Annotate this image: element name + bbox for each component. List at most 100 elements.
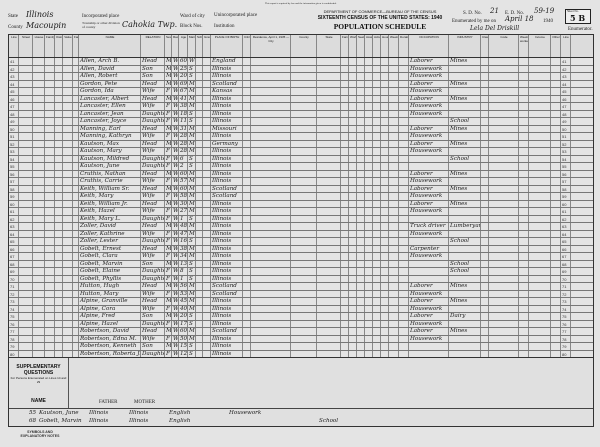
empty-cell xyxy=(243,215,251,222)
block-label: Block Nos. xyxy=(180,24,203,29)
empty-cell xyxy=(203,335,211,342)
supplementary-name: Kautson, June xyxy=(39,410,79,416)
empty-cell xyxy=(55,103,63,110)
empty-cell xyxy=(73,253,79,260)
empty-cell xyxy=(291,350,317,357)
table-row: 72 Hutton, Mary Wife F W 53 M Scotland Housework… xyxy=(9,290,593,298)
empty-cell xyxy=(349,58,357,65)
birthplace: Illinois xyxy=(211,73,243,80)
relationship: Wife xyxy=(141,230,165,237)
empty-cell xyxy=(489,290,519,297)
empty-cell xyxy=(381,65,389,72)
empty-cell xyxy=(251,58,291,65)
empty-cell xyxy=(373,200,381,207)
empty-cell xyxy=(357,335,365,342)
empty-cell xyxy=(481,125,489,132)
empty-cell xyxy=(519,260,529,267)
empty-cell xyxy=(489,88,519,95)
age: 38 xyxy=(180,103,188,110)
table-row: 67 Gobelt, Clara Wife F W 34 M Illinois Housewor… xyxy=(9,253,593,261)
empty-cell xyxy=(203,343,211,350)
empty-cell xyxy=(519,103,529,110)
empty-cell xyxy=(365,88,373,95)
empty-cell xyxy=(317,335,341,342)
empty-cell xyxy=(33,208,45,215)
empty-cell xyxy=(389,58,399,65)
age: 40 xyxy=(180,305,188,312)
empty-cell xyxy=(373,253,381,260)
sex: M xyxy=(166,313,172,320)
empty-cell xyxy=(399,208,409,215)
empty-cell xyxy=(243,298,251,305)
empty-cell xyxy=(529,230,551,237)
empty-cell xyxy=(373,320,381,327)
empty-cell xyxy=(196,185,203,192)
line-number: 76 xyxy=(561,320,571,327)
table-row: 44 Gordon, Pete Head M W 69 M Scotland Laborer Mi… xyxy=(9,80,593,88)
empty-cell xyxy=(341,193,349,200)
empty-cell xyxy=(63,260,73,267)
enumerated-date: April 18 xyxy=(505,15,534,23)
empty-cell xyxy=(389,343,399,350)
supplementary-questions: SUPPLEMENTARY QUESTIONS For Persons Enum… xyxy=(8,357,594,427)
empty-cell xyxy=(357,110,365,117)
empty-cell xyxy=(519,313,529,320)
sex: F xyxy=(165,133,172,140)
empty-cell xyxy=(341,73,349,80)
empty-cell xyxy=(33,298,45,305)
occupation xyxy=(409,155,449,162)
race: W xyxy=(173,320,179,327)
empty-cell xyxy=(63,238,73,245)
marital-status: M xyxy=(189,95,196,102)
relationship: Daughter xyxy=(141,275,165,282)
supplementary-line: 68 xyxy=(29,418,37,424)
empty-cell xyxy=(196,163,203,170)
line-number: 64 xyxy=(9,230,19,237)
empty-cell xyxy=(529,200,551,207)
empty-cell xyxy=(251,133,291,140)
age: 18 xyxy=(180,110,188,117)
empty-cell xyxy=(19,58,33,65)
industry: Mines xyxy=(449,95,481,102)
relationship: Daughter xyxy=(141,155,165,162)
empty-cell xyxy=(357,80,365,87)
empty-cell xyxy=(33,65,45,72)
birthplace: Illinois xyxy=(211,155,243,162)
industry: Mines xyxy=(449,200,481,207)
empty-cell xyxy=(519,283,529,290)
empty-cell xyxy=(243,335,251,342)
line-number: 53 xyxy=(561,148,571,155)
sex: M xyxy=(166,245,172,252)
empty-cell xyxy=(196,140,203,147)
occupation: Housework xyxy=(409,178,449,185)
empty-cell xyxy=(365,208,373,215)
empty-cell xyxy=(349,65,357,72)
empty-cell xyxy=(243,178,251,185)
empty-cell xyxy=(373,118,381,125)
empty-cell xyxy=(365,103,373,110)
sex: F xyxy=(165,118,172,125)
empty-cell xyxy=(529,148,551,155)
empty-cell xyxy=(55,178,63,185)
empty-cell xyxy=(196,298,203,305)
table-row: 64 Zoller, Kathrine Wife F W 47 M Illinois House… xyxy=(9,230,593,238)
empty-cell xyxy=(365,320,373,327)
table-row: 57 Cruthis, Carrie Wife F W 57 M Illinois Housew… xyxy=(9,178,593,186)
empty-cell xyxy=(317,148,341,155)
empty-cell xyxy=(317,73,341,80)
empty-cell xyxy=(365,200,373,207)
empty-cell xyxy=(481,163,489,170)
empty-cell xyxy=(489,208,519,215)
marital-status: S xyxy=(188,163,196,170)
empty-cell xyxy=(341,133,349,140)
empty-cell xyxy=(55,110,63,117)
empty-cell xyxy=(251,95,291,102)
occupation: Housework xyxy=(409,290,449,297)
line-number: 56 xyxy=(9,170,19,177)
line-number: 52 xyxy=(9,140,19,147)
empty-cell xyxy=(399,275,409,282)
empty-cell xyxy=(291,185,317,192)
empty-cell xyxy=(357,313,365,320)
empty-cell xyxy=(196,125,203,132)
empty-cell xyxy=(519,178,529,185)
